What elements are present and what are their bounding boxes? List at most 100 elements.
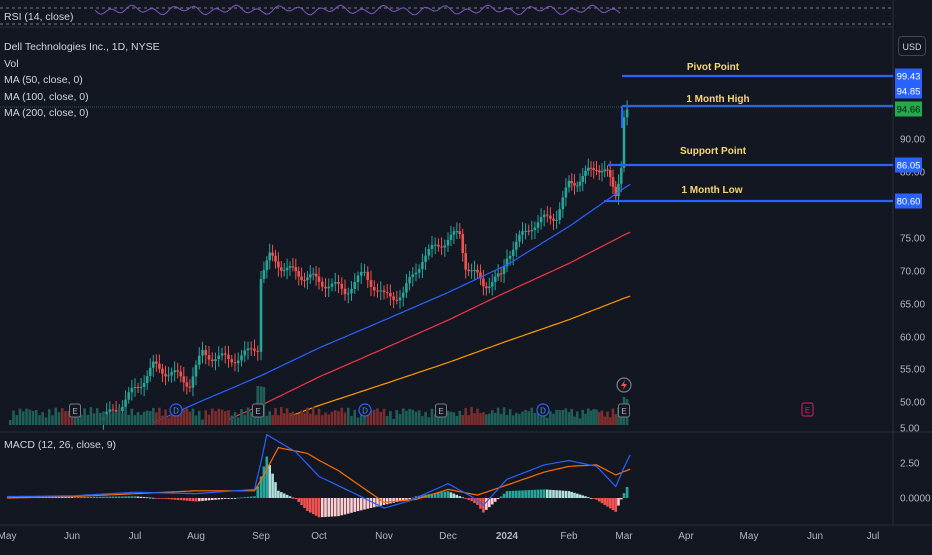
volume-bar bbox=[102, 411, 105, 425]
candle-body bbox=[518, 234, 521, 242]
volume-bar bbox=[372, 409, 376, 425]
volume-bar bbox=[214, 411, 217, 425]
macd-histogram-bar bbox=[197, 498, 201, 502]
macd-histogram-bar bbox=[102, 496, 105, 498]
flash-icon-bolt bbox=[621, 380, 627, 390]
price-tag bbox=[895, 101, 922, 117]
macd-histogram-bar bbox=[191, 498, 195, 502]
volume-bar bbox=[70, 411, 74, 425]
volume-bar bbox=[527, 411, 530, 425]
rsi-line bbox=[94, 4, 621, 16]
volume-bar bbox=[167, 417, 170, 425]
chart-legend: Dell Technologies Inc., 1D, NYSE Vol MA … bbox=[4, 39, 160, 122]
volume-bar bbox=[430, 408, 434, 425]
candle-body bbox=[268, 252, 271, 261]
legend-volume[interactable]: Vol bbox=[4, 57, 19, 70]
legend-ma50[interactable]: MA (50, close, 0) bbox=[4, 74, 83, 86]
macd-histogram-bar bbox=[194, 498, 198, 502]
macd-histogram-bar bbox=[606, 498, 609, 507]
volume-bar bbox=[121, 413, 124, 425]
macd-histogram-bar bbox=[95, 496, 99, 498]
candle-body bbox=[570, 180, 574, 184]
volume-bar bbox=[508, 409, 512, 425]
candle-body bbox=[382, 290, 386, 293]
volume-bar bbox=[148, 411, 152, 425]
candle-body bbox=[309, 274, 312, 278]
candle-body bbox=[542, 214, 546, 218]
macd-histogram-bar bbox=[340, 498, 344, 516]
price-tick: 50.00 bbox=[900, 398, 925, 409]
macd-histogram-bar bbox=[114, 496, 118, 498]
macd-histogram-bar bbox=[280, 492, 283, 498]
macd-histogram-bar bbox=[240, 497, 243, 499]
currency-button[interactable]: USD bbox=[898, 36, 926, 56]
price-tag-label: 80.60 bbox=[897, 197, 921, 208]
macd-histogram-bar bbox=[145, 497, 149, 499]
macd-histogram-bar bbox=[458, 496, 462, 498]
level-annotation: 1 Month Low bbox=[681, 185, 742, 196]
volume-bar bbox=[359, 411, 363, 425]
candle-body bbox=[369, 280, 373, 287]
volume-bar bbox=[311, 407, 315, 425]
legend-ma100[interactable]: MA (100, close, 0) bbox=[4, 90, 89, 103]
volume-bar bbox=[452, 412, 456, 425]
volume-bar bbox=[440, 411, 443, 425]
earnings-marker-label: E bbox=[255, 407, 260, 416]
volume-bar bbox=[320, 415, 324, 425]
volume-bar bbox=[597, 412, 601, 425]
volume-bar bbox=[31, 410, 35, 425]
signal-line bbox=[6, 446, 631, 503]
macd-histogram-bar bbox=[461, 497, 465, 499]
macd-histogram-bar bbox=[376, 498, 379, 507]
candle-body bbox=[600, 171, 604, 173]
candle-body bbox=[265, 260, 269, 271]
macd-histogram-bar bbox=[470, 498, 473, 502]
price-tick: 55.00 bbox=[900, 365, 925, 376]
candle-body bbox=[597, 170, 601, 173]
candle-body bbox=[385, 292, 389, 294]
candle-body bbox=[311, 273, 315, 275]
macd-histogram-bar bbox=[505, 491, 509, 498]
candle-body bbox=[114, 410, 118, 412]
macd-histogram-bar bbox=[363, 498, 366, 510]
volume-bar bbox=[549, 411, 552, 425]
candle-body bbox=[452, 231, 456, 235]
volume-bar bbox=[366, 409, 370, 425]
macd-histogram-bar bbox=[182, 498, 186, 501]
macd-histogram-bar bbox=[411, 497, 415, 499]
macd-histogram-bar bbox=[246, 496, 250, 498]
macd-histogram-bar bbox=[622, 493, 626, 498]
candle-body bbox=[333, 282, 337, 284]
macd-histogram-bar bbox=[356, 498, 360, 512]
macd-histogram-bar bbox=[518, 490, 521, 498]
macd-histogram-bar bbox=[176, 498, 179, 500]
candle-body bbox=[294, 267, 298, 272]
candle-body bbox=[398, 297, 402, 301]
macd-histogram-bar bbox=[294, 498, 298, 500]
macd-histogram-bar bbox=[539, 489, 543, 498]
macd-histogram-bar bbox=[346, 498, 350, 514]
volume-bar bbox=[539, 416, 543, 425]
macd-histogram-bar bbox=[552, 490, 555, 498]
volume-bar bbox=[243, 414, 247, 425]
candle-body bbox=[243, 350, 247, 356]
volume-bar bbox=[185, 408, 189, 425]
candle-body bbox=[291, 266, 295, 268]
earnings-marker bbox=[435, 403, 447, 418]
macd-tick: 2.50 bbox=[900, 459, 920, 470]
symbol-title[interactable]: Dell Technologies Inc., 1D, NYSE bbox=[4, 41, 160, 53]
macd-histogram-bar bbox=[467, 498, 470, 500]
volume-bar bbox=[421, 416, 424, 425]
time-tick: Dec bbox=[439, 531, 457, 542]
candle-body bbox=[167, 375, 170, 377]
candle-body bbox=[179, 371, 183, 377]
volume-bar bbox=[309, 413, 312, 425]
volume-bar bbox=[217, 408, 221, 425]
volume-bar bbox=[584, 413, 587, 425]
volume-bar bbox=[350, 416, 353, 425]
time-tick: Sep bbox=[252, 531, 270, 542]
macd-histogram-bar bbox=[111, 496, 115, 498]
legend-ma200[interactable]: MA (200, close, 0) bbox=[4, 107, 89, 119]
